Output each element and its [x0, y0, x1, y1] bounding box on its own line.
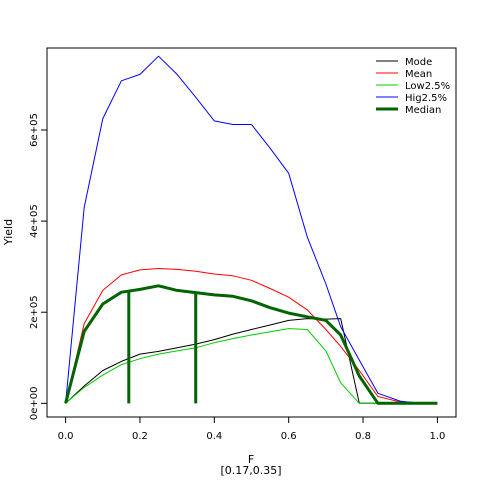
- legend-label: Mode: [405, 57, 432, 68]
- series-line-low2-5-: [65, 328, 438, 404]
- series-line-median: [64, 284, 438, 405]
- x-tick-label: 0.6: [281, 431, 297, 442]
- series-line-mode: [65, 318, 438, 404]
- series-line-hig2-5-: [65, 55, 438, 404]
- series-line-mean: [65, 268, 438, 404]
- legend-label: Low2.5%: [405, 81, 450, 92]
- x-axis-label: F: [248, 453, 254, 466]
- legend-label: Hig2.5%: [405, 93, 447, 104]
- plot-box: [46, 47, 457, 418]
- x-tick-label: 0.4: [206, 431, 222, 442]
- y-tick-label: 4e+05: [29, 204, 40, 238]
- x-tick-label: 0.2: [132, 431, 148, 442]
- vertical-markers: [127, 292, 198, 404]
- y-tick-label: 6e+05: [29, 113, 40, 147]
- y-tick-label: 0e+00: [29, 387, 40, 421]
- x-axis-sublabel: [0.17,0.35]: [220, 464, 281, 477]
- x-tick-label: 1.0: [429, 431, 445, 442]
- y-tick-label: 2e+05: [29, 295, 40, 329]
- x-axis: 0.0 0.2 0.4 0.6 0.8 1.0: [58, 416, 445, 442]
- legend-label: Median: [405, 105, 441, 116]
- y-axis: 0e+00 2e+05 4e+05 6e+05: [29, 113, 48, 421]
- y-axis-label: Yield: [2, 219, 15, 246]
- x-tick-label: 0.0: [58, 431, 74, 442]
- legend-label: Mean: [405, 69, 432, 80]
- series-layer: [64, 55, 438, 405]
- x-tick-label: 0.8: [355, 431, 371, 442]
